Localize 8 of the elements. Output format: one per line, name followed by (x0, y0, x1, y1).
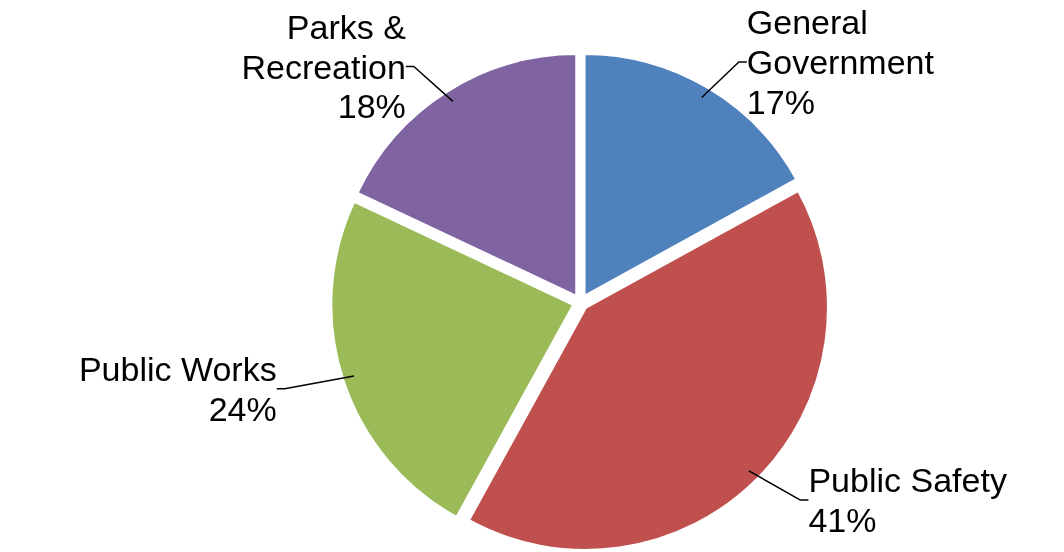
data-label: 41% (808, 501, 877, 540)
data-label: 24% (208, 389, 277, 428)
slice-label: Public Safety (808, 461, 1007, 500)
slice-label: Parks & Recreation (241, 7, 407, 86)
slice-label: General Government (746, 3, 935, 81)
data-label: 17% (746, 82, 815, 121)
slice-label: Public Works (78, 349, 277, 388)
data-label: 18% (337, 87, 406, 126)
